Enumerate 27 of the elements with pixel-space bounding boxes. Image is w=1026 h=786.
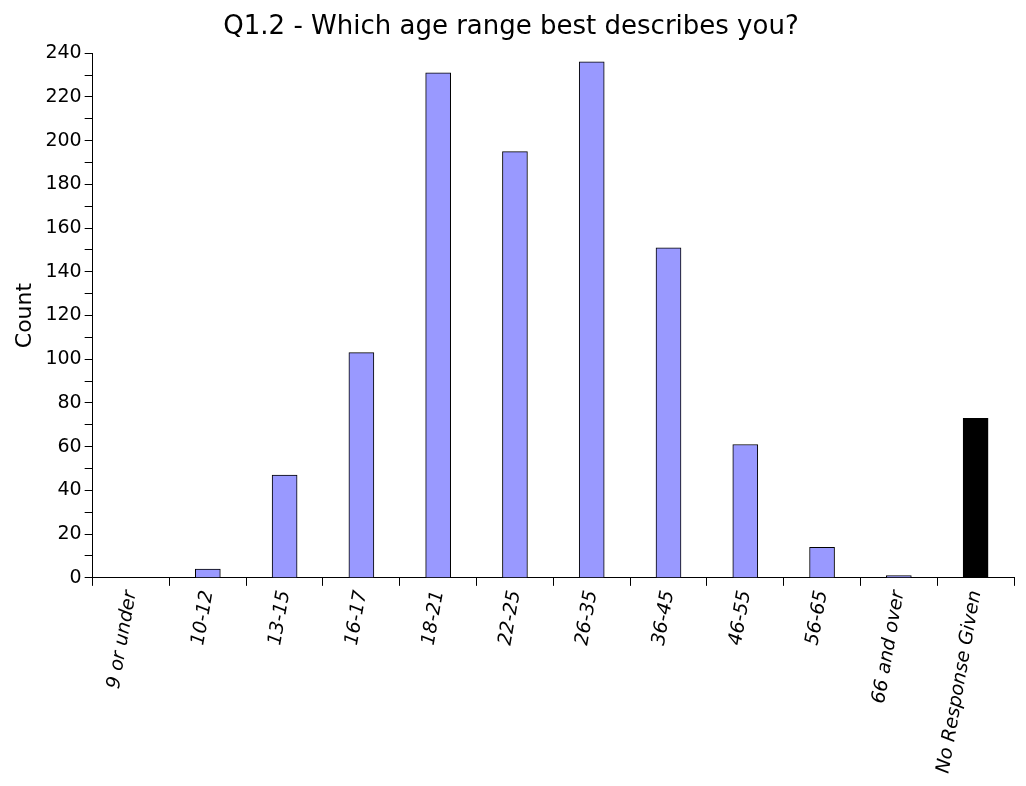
x-tick-label: 10-12 (185, 588, 217, 647)
y-tick-label: 0 (69, 564, 82, 587)
x-tick-label: 46-55 (722, 588, 755, 647)
y-tick-label: 120 (45, 302, 82, 325)
x-tick-label: 66 and over (866, 587, 908, 706)
x-tick-label: 18-21 (415, 588, 447, 647)
y-tick-label: 160 (45, 215, 82, 238)
y-tick-label: 40 (57, 477, 82, 500)
chart-title: Q1.2 - Which age range best describes you? (223, 10, 799, 41)
y-tick-label: 180 (45, 171, 82, 194)
y-tick-label: 240 (45, 40, 82, 63)
y-tick-label: 60 (57, 433, 82, 456)
y-tick-label: 140 (45, 258, 82, 281)
y-tick-label: 100 (45, 346, 82, 369)
x-tick-label: 13-15 (262, 588, 294, 647)
x-tick-label: No Response Given (930, 588, 985, 775)
x-tick-label: 9 or under (100, 587, 141, 691)
y-axis-title: Count (10, 282, 36, 349)
x-tick-label: 26-35 (569, 588, 601, 647)
y-tick-label: 220 (45, 83, 82, 106)
y-tick-label: 20 (57, 521, 82, 544)
x-tick-label: 22-25 (492, 588, 524, 647)
y-tick-label: 80 (57, 389, 82, 412)
y-tick-label: 200 (45, 127, 82, 150)
x-tick-label: 16-17 (338, 588, 371, 647)
x-tick-label: 56-65 (799, 588, 831, 647)
x-tick-label: 36-45 (646, 588, 678, 647)
